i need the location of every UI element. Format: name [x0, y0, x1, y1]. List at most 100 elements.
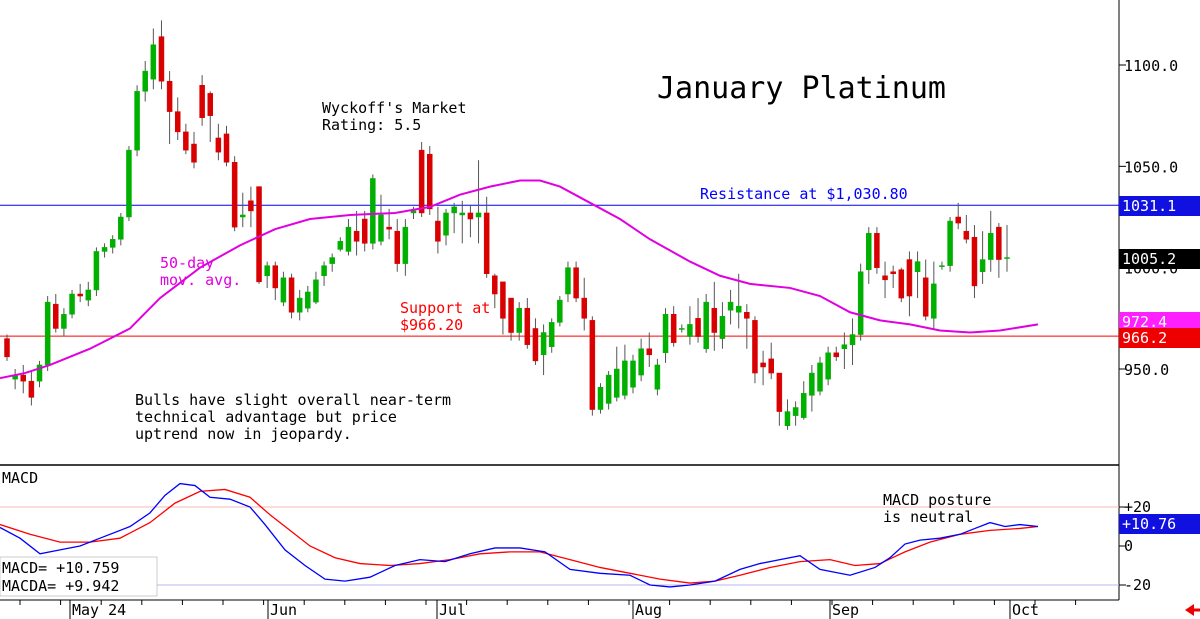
date-axis: May 24 Jun Jul Aug Sep Oct — [19, 600, 1077, 619]
candle-body — [370, 178, 376, 244]
candle — [963, 214, 970, 244]
candle-body — [882, 275, 888, 281]
candle-body — [727, 301, 734, 311]
candle-body — [573, 267, 579, 299]
candle — [28, 371, 35, 406]
macd-tick-label: +20 — [1124, 498, 1151, 516]
candle-body — [288, 277, 295, 313]
candle — [118, 212, 124, 246]
candle-body — [492, 275, 498, 295]
candle-body — [548, 322, 555, 347]
candle — [345, 219, 352, 256]
price-badge: 1031.1 — [1119, 196, 1200, 216]
candle-body — [150, 44, 157, 80]
candle-body — [979, 259, 986, 272]
candle-body — [272, 265, 279, 289]
macd-annotation-line-1: MACD posture — [883, 491, 991, 509]
macd-axis: +20 0 -20 — [1119, 498, 1151, 594]
candle — [435, 206, 441, 254]
candle — [833, 346, 840, 361]
candle-body — [800, 393, 807, 418]
macd-grid — [0, 506, 1119, 586]
candle — [150, 28, 157, 90]
candle — [614, 346, 620, 402]
candle — [752, 316, 758, 384]
candle — [174, 97, 181, 140]
price-badge-bg — [1119, 328, 1200, 348]
candle-body — [857, 271, 864, 335]
candle — [231, 156, 238, 232]
candle-body — [987, 232, 994, 260]
candle — [126, 146, 132, 222]
candle-body — [394, 230, 400, 264]
candle-body — [44, 301, 51, 366]
candle — [36, 360, 43, 388]
candle-body — [467, 212, 474, 220]
candle — [508, 297, 514, 341]
candle-body — [825, 352, 831, 380]
candle-body — [898, 269, 905, 299]
candle — [134, 85, 140, 157]
candle-body — [329, 257, 335, 264]
price-badge-text: 1031.1 — [1122, 197, 1176, 215]
candle — [622, 344, 628, 400]
candle — [800, 381, 807, 420]
candle-body — [4, 338, 10, 358]
candle-body — [378, 214, 384, 242]
candle-body — [386, 226, 392, 230]
candle — [996, 223, 1002, 278]
candle-body — [199, 85, 205, 118]
candle-body — [410, 210, 417, 214]
candle — [321, 261, 327, 286]
candle — [687, 306, 693, 345]
candle — [378, 194, 384, 246]
candle — [418, 142, 425, 217]
candle — [744, 304, 750, 349]
candle-body — [687, 324, 693, 337]
candle-body — [670, 314, 677, 343]
candle-body — [890, 271, 896, 274]
candle — [20, 364, 27, 394]
candle — [841, 332, 848, 369]
candle-body — [61, 314, 67, 329]
candle — [557, 296, 563, 327]
price-tick-label: 1050.0 — [1124, 158, 1178, 176]
candle — [670, 306, 677, 347]
candle-body — [524, 307, 531, 345]
candle-body — [174, 111, 181, 133]
candle — [630, 354, 636, 394]
candle — [597, 383, 604, 414]
candle-body — [353, 230, 360, 242]
candle-body — [597, 386, 604, 410]
candle-body — [557, 299, 563, 323]
candle-body — [719, 316, 726, 339]
candle — [93, 247, 100, 297]
candle — [638, 338, 644, 382]
candle — [158, 20, 165, 90]
candle — [313, 271, 319, 305]
candle-body — [955, 216, 961, 224]
candle-body — [662, 314, 669, 354]
candlestick-series — [4, 20, 1010, 430]
candle — [215, 123, 222, 161]
price-tick-label: 950.0 — [1124, 361, 1169, 379]
candle-body — [134, 91, 140, 151]
candle-body — [768, 358, 774, 374]
ma-label-line-1: 50-day — [160, 254, 214, 272]
candle — [548, 318, 555, 353]
candle — [662, 308, 669, 363]
candle-body — [849, 334, 856, 345]
price-badge-bg — [1119, 196, 1200, 216]
candle-body — [581, 297, 587, 319]
price-badge-text: 972.4 — [1122, 313, 1167, 331]
candle-body — [20, 374, 27, 382]
candle-body — [483, 212, 490, 274]
candle — [337, 237, 344, 252]
candle-body — [695, 318, 701, 337]
candle — [955, 202, 961, 230]
candle-body — [614, 368, 620, 398]
candle — [589, 316, 596, 416]
candle — [53, 294, 59, 333]
candle — [931, 261, 937, 329]
